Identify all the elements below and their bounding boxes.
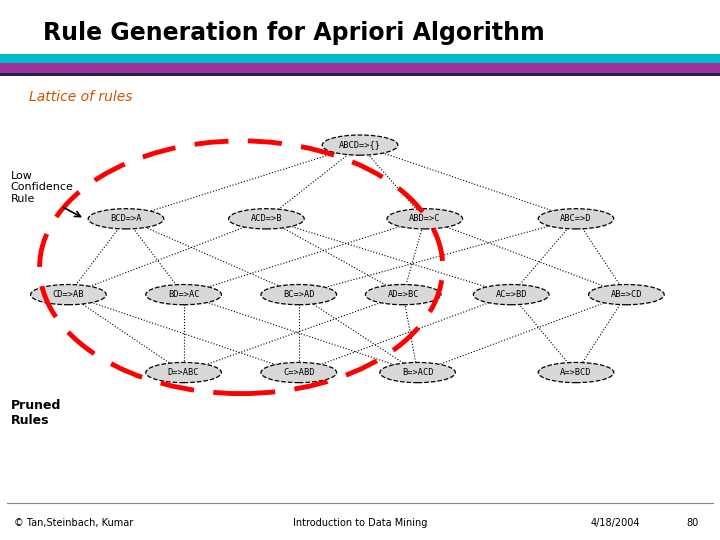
Text: AB=>CD: AB=>CD [611,290,642,299]
Text: Lattice of rules: Lattice of rules [29,90,132,104]
Text: ABD=>C: ABD=>C [409,214,441,224]
Ellipse shape [261,362,337,383]
Ellipse shape [88,208,163,229]
Text: Rule Generation for Apriori Algorithm: Rule Generation for Apriori Algorithm [43,21,545,45]
Text: ABCD=>{}: ABCD=>{} [339,140,381,150]
Ellipse shape [589,285,664,305]
Ellipse shape [145,285,222,305]
Text: ABC=>D: ABC=>D [560,214,592,224]
Text: BC=>AD: BC=>AD [283,290,315,299]
Ellipse shape [366,285,441,305]
Text: A=>BCD: A=>BCD [560,368,592,377]
Ellipse shape [539,208,613,229]
Text: CD=>AB: CD=>AB [53,290,84,299]
Ellipse shape [228,208,305,229]
Text: 80: 80 [686,518,698,528]
Text: C=>ABD: C=>ABD [283,368,315,377]
Text: AD=>BC: AD=>BC [387,290,419,299]
Bar [0,63,720,72]
Text: BD=>AC: BD=>AC [168,290,199,299]
Ellipse shape [261,285,337,305]
Ellipse shape [474,285,549,305]
Ellipse shape [145,362,222,383]
Ellipse shape [31,285,107,305]
Text: © Tan,Steinbach, Kumar: © Tan,Steinbach, Kumar [14,518,134,528]
Text: Low
Confidence
Rule: Low Confidence Rule [11,171,73,204]
Text: Introduction to Data Mining: Introduction to Data Mining [293,518,427,528]
Bar [0,72,720,76]
Bar [0,55,720,64]
Ellipse shape [323,135,397,155]
Text: B=>ACD: B=>ACD [402,368,433,377]
Text: BCD=>A: BCD=>A [110,214,142,224]
Text: D=>ABC: D=>ABC [168,368,199,377]
Text: AC=>BD: AC=>BD [495,290,527,299]
Ellipse shape [387,208,462,229]
Text: 4/18/2004: 4/18/2004 [590,518,640,528]
Text: ACD=>B: ACD=>B [251,214,282,224]
Ellipse shape [380,362,455,383]
Ellipse shape [539,362,613,383]
Text: Pruned
Rules: Pruned Rules [11,399,61,427]
